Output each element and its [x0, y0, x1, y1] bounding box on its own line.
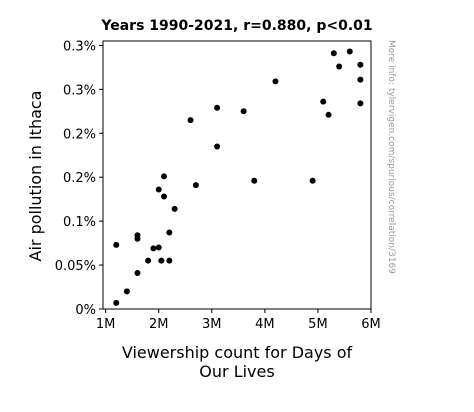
y-tick-label: 0.3% [63, 39, 96, 54]
data-point [161, 173, 168, 180]
data-point [240, 108, 247, 115]
data-point [158, 257, 165, 264]
data-point [330, 50, 337, 57]
y-tick-label: 0.1% [63, 215, 96, 230]
data-point [309, 177, 316, 184]
data-point [325, 111, 332, 118]
data-point [357, 61, 364, 68]
data-point [166, 229, 173, 236]
source-watermark: More info: tylervigen.com/spurious/corre… [386, 40, 396, 274]
x-tick-label: 3M [202, 317, 222, 332]
x-axis-label-line-2: Our Lives [199, 362, 274, 381]
data-point [134, 232, 141, 239]
x-tick-label: 4M [255, 317, 275, 332]
data-point [214, 104, 221, 111]
data-point [214, 143, 221, 150]
data-point [171, 205, 178, 212]
y-tick-label: 0% [75, 303, 96, 318]
data-point [346, 48, 353, 55]
data-point [113, 241, 120, 248]
data-point [166, 257, 173, 264]
data-point [155, 244, 162, 251]
data-point [155, 186, 162, 193]
data-point [123, 288, 130, 295]
y-axis-label: Air pollution in Ithaca [26, 91, 45, 262]
y-tick-label: 0.2% [63, 171, 96, 186]
x-tick-label: 5M [308, 317, 328, 332]
chart-title: Years 1990-2021, r=0.880, p<0.01 [100, 18, 372, 34]
data-point [251, 177, 258, 184]
data-points [113, 48, 364, 306]
data-point [192, 182, 199, 189]
data-point [145, 257, 152, 264]
data-point [187, 117, 194, 124]
data-point [272, 78, 279, 85]
data-point [150, 245, 157, 252]
data-point [113, 299, 120, 306]
axes: 1M 2M 3M 4M 5M 6M 0% 0.05% 0.1% 0.2% 0.2% 0.3% 0.3% [55, 39, 381, 332]
x-tick-label: 2M [149, 317, 169, 332]
plot-frame [102, 40, 372, 310]
data-point [357, 76, 364, 83]
data-point [134, 269, 141, 276]
x-tick-label: 1M [96, 317, 116, 332]
data-point [357, 100, 364, 107]
y-tick-label: 0.2% [63, 127, 96, 142]
y-tick-label: 0.05% [55, 259, 96, 274]
x-axis-label-line-1: Viewership count for Days of [122, 343, 353, 362]
y-tick-label: 0.3% [63, 83, 96, 98]
x-tick-label: 6M [361, 317, 381, 332]
data-point [161, 193, 168, 200]
data-point [320, 98, 327, 105]
data-point [336, 63, 343, 70]
